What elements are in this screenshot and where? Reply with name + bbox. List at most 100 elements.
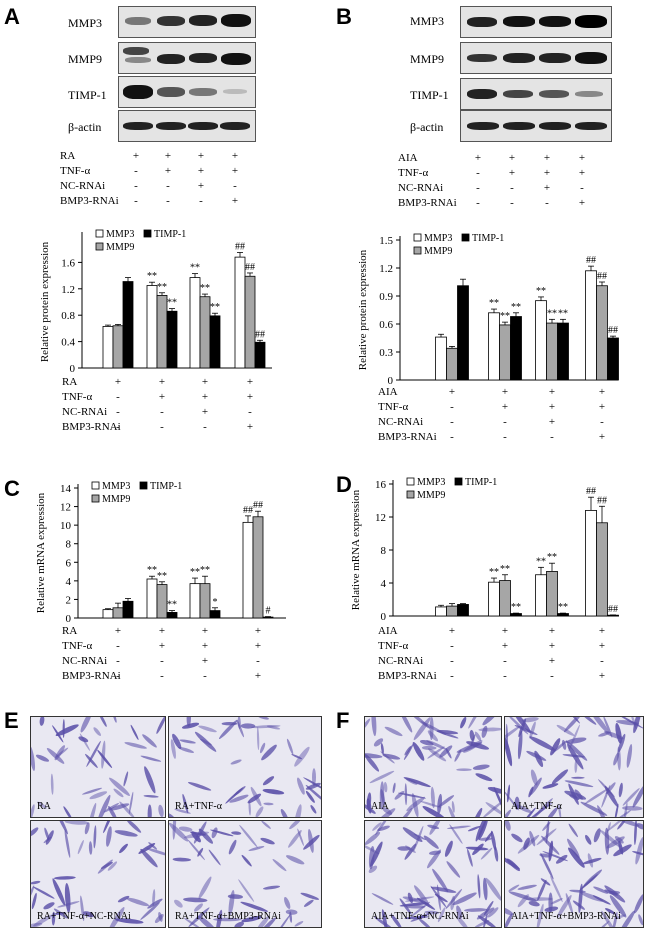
stained-cell [80, 717, 92, 733]
stained-cell [420, 721, 447, 736]
bar [546, 322, 558, 381]
bar [446, 347, 458, 381]
stained-cell [37, 801, 47, 809]
stained-cell [404, 843, 417, 860]
condition-value: + [599, 670, 605, 682]
bar [488, 581, 500, 617]
stained-cell [601, 910, 618, 927]
blot-b-label-timp1: TIMP-1 [410, 88, 449, 102]
stained-cell [410, 913, 430, 922]
photo-e-1-cells [31, 717, 165, 817]
significance-label: ** [167, 600, 177, 611]
stained-cell [456, 768, 472, 771]
stained-cell [550, 875, 563, 903]
condition-label: BMP3-RNAi [62, 670, 121, 682]
stained-cell [430, 786, 435, 809]
y-tick-label: 1.6 [61, 257, 75, 269]
stained-cell [288, 830, 302, 848]
significance-label: ** [536, 556, 546, 567]
stained-cell [183, 917, 202, 927]
stained-cell [181, 722, 200, 729]
stained-cell [467, 825, 481, 832]
stained-cell [33, 914, 53, 927]
stained-cell [567, 838, 580, 859]
panel-letter-f: F [336, 708, 350, 733]
stained-cell [494, 846, 499, 862]
condition-value: - [450, 431, 454, 443]
stained-cell [300, 892, 320, 900]
stained-cell [93, 727, 101, 736]
condition-value: + [599, 431, 605, 443]
condition-value: + [549, 625, 555, 637]
stained-cell [536, 903, 544, 927]
stained-cell [444, 840, 453, 857]
bar [546, 571, 558, 617]
blot-a-cond-value: + [231, 165, 239, 177]
panel-letter-d: D [336, 472, 352, 497]
condition-value: - [450, 670, 454, 682]
photo-f-3-cells [365, 821, 501, 927]
condition-label: BMP3-RNAi [378, 431, 437, 443]
condition-value: + [549, 655, 555, 667]
bar [499, 324, 511, 381]
stained-cell [365, 718, 371, 732]
stained-cell [199, 738, 212, 746]
significance-label: ** [536, 286, 546, 297]
blot-a-cond-value: + [197, 165, 205, 177]
stained-cell [97, 749, 113, 769]
blot-a-strip-mmp3 [118, 6, 256, 38]
stained-cell [126, 821, 142, 833]
stained-cell [213, 917, 242, 922]
stained-cell [174, 899, 183, 908]
blot-a-cond-value: - [166, 180, 170, 192]
significance-label: * [213, 597, 218, 608]
blot-b-cond-label: AIA [398, 152, 418, 164]
condition-value: + [159, 376, 165, 388]
stained-cell [419, 739, 434, 746]
significance-label: ** [190, 567, 200, 578]
stained-cell [211, 827, 218, 839]
stained-cell [210, 829, 234, 837]
significance-label: ** [147, 565, 157, 576]
stained-cell [99, 717, 107, 727]
stained-cell [77, 840, 84, 855]
stained-cell [218, 719, 238, 740]
stained-cell [413, 885, 430, 907]
stained-cell [241, 916, 262, 923]
stained-cell [617, 717, 643, 729]
stained-cell [259, 917, 277, 927]
significance-label: ** [200, 283, 210, 294]
stained-cell [472, 764, 490, 770]
blot-b-cond-value: + [508, 167, 516, 179]
condition-value: + [255, 625, 261, 637]
stained-cell [609, 895, 627, 918]
condition-label: BMP3-RNAi [62, 421, 121, 433]
stained-cell [523, 807, 536, 817]
stained-cell [198, 828, 214, 844]
stained-cell [532, 798, 553, 817]
stained-cell [31, 885, 35, 899]
stained-cell [240, 723, 256, 729]
stained-cell [103, 803, 120, 813]
stained-cell [555, 854, 568, 864]
bar [244, 275, 256, 369]
stained-cell [482, 801, 501, 817]
condition-value: - [160, 406, 164, 418]
stained-cell [365, 843, 380, 855]
stained-cell [479, 837, 493, 841]
blot-b-cond-label: TNF-α [398, 167, 429, 179]
stained-cell [46, 747, 65, 764]
significance-label: ## [245, 262, 255, 273]
stained-cell [482, 717, 500, 726]
stained-cell [172, 733, 182, 750]
legend-swatch [143, 229, 152, 238]
stained-cell [397, 846, 411, 851]
stained-cell [142, 734, 157, 748]
stained-cell [475, 821, 488, 842]
blot-b-cond-label: BMP3-RNAi [398, 197, 457, 209]
stained-cell [615, 722, 622, 744]
significance-label: ** [157, 282, 167, 293]
condition-value: + [599, 625, 605, 637]
significance-label: ** [511, 602, 521, 613]
stained-cell [572, 900, 585, 910]
